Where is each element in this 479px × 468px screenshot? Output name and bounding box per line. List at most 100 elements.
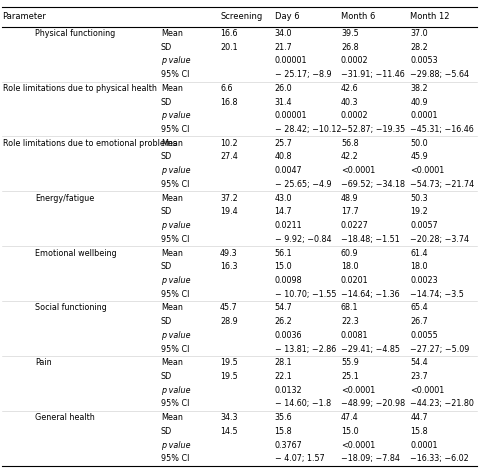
Text: 48.9: 48.9 xyxy=(341,194,359,203)
Text: 95% CI: 95% CI xyxy=(161,454,189,463)
Text: SD: SD xyxy=(161,372,172,381)
Text: p value: p value xyxy=(161,386,190,395)
Text: 6.6: 6.6 xyxy=(220,84,233,93)
Text: −20.28; −3.74: −20.28; −3.74 xyxy=(410,235,469,244)
Text: − 13.81; −2.86: − 13.81; −2.86 xyxy=(274,344,336,353)
Text: −18.48; −1.51: −18.48; −1.51 xyxy=(341,235,400,244)
Text: 35.6: 35.6 xyxy=(274,413,292,422)
Text: 55.9: 55.9 xyxy=(341,358,359,367)
Text: 14.7: 14.7 xyxy=(274,207,292,216)
Text: 10.2: 10.2 xyxy=(220,139,238,148)
Text: 43.0: 43.0 xyxy=(274,194,292,203)
Text: p value: p value xyxy=(161,331,190,340)
Text: Mean: Mean xyxy=(161,84,182,93)
Text: 49.3: 49.3 xyxy=(220,249,238,257)
Text: 45.7: 45.7 xyxy=(220,303,238,313)
Text: −18.09; −7.84: −18.09; −7.84 xyxy=(341,454,400,463)
Text: Day 6: Day 6 xyxy=(274,12,299,22)
Text: 0.0023: 0.0023 xyxy=(410,276,438,285)
Text: 34.3: 34.3 xyxy=(220,413,238,422)
Text: SD: SD xyxy=(161,43,172,52)
Text: 25.7: 25.7 xyxy=(274,139,293,148)
Text: Mean: Mean xyxy=(161,413,182,422)
Text: 0.0002: 0.0002 xyxy=(341,111,369,120)
Text: Role limitations due to physical health: Role limitations due to physical health xyxy=(3,84,157,93)
Text: − 14.60; −1.8: − 14.60; −1.8 xyxy=(274,399,331,409)
Text: Role limitations due to emotional problems: Role limitations due to emotional proble… xyxy=(3,139,177,148)
Text: 22.1: 22.1 xyxy=(274,372,292,381)
Text: 47.4: 47.4 xyxy=(341,413,359,422)
Text: − 28.42; −10.12: − 28.42; −10.12 xyxy=(274,125,341,134)
Text: General health: General health xyxy=(35,413,95,422)
Text: Energy/fatigue: Energy/fatigue xyxy=(35,194,94,203)
Text: 15.8: 15.8 xyxy=(274,427,292,436)
Text: − 10.70; −1.55: − 10.70; −1.55 xyxy=(274,290,336,299)
Text: − 25.65; −4.9: − 25.65; −4.9 xyxy=(274,180,331,189)
Text: −27.27; −5.09: −27.27; −5.09 xyxy=(410,344,469,353)
Text: 0.0055: 0.0055 xyxy=(410,331,438,340)
Text: 26.7: 26.7 xyxy=(410,317,428,326)
Text: −16.33; −6.02: −16.33; −6.02 xyxy=(410,454,469,463)
Text: 50.3: 50.3 xyxy=(410,194,428,203)
Text: 95% CI: 95% CI xyxy=(161,70,189,79)
Text: Pain: Pain xyxy=(35,358,52,367)
Text: 19.5: 19.5 xyxy=(220,358,238,367)
Text: 19.2: 19.2 xyxy=(410,207,428,216)
Text: 18.0: 18.0 xyxy=(410,262,428,271)
Text: 50.0: 50.0 xyxy=(410,139,428,148)
Text: 0.0227: 0.0227 xyxy=(341,221,369,230)
Text: 56.1: 56.1 xyxy=(274,249,292,257)
Text: Mean: Mean xyxy=(161,29,182,38)
Text: 17.7: 17.7 xyxy=(341,207,359,216)
Text: 54.7: 54.7 xyxy=(274,303,292,313)
Text: − 4.07; 1.57: − 4.07; 1.57 xyxy=(274,454,324,463)
Text: 25.1: 25.1 xyxy=(341,372,359,381)
Text: Mean: Mean xyxy=(161,194,182,203)
Text: p value: p value xyxy=(161,276,190,285)
Text: 28.9: 28.9 xyxy=(220,317,238,326)
Text: <0.0001: <0.0001 xyxy=(341,166,375,175)
Text: 0.0002: 0.0002 xyxy=(341,57,369,66)
Text: Emotional wellbeing: Emotional wellbeing xyxy=(35,249,116,257)
Text: Parameter: Parameter xyxy=(2,12,46,22)
Text: 61.4: 61.4 xyxy=(410,249,428,257)
Text: p value: p value xyxy=(161,111,190,120)
Text: Physical functioning: Physical functioning xyxy=(35,29,115,38)
Text: 18.0: 18.0 xyxy=(341,262,358,271)
Text: 28.2: 28.2 xyxy=(410,43,428,52)
Text: 95% CI: 95% CI xyxy=(161,399,189,409)
Text: 95% CI: 95% CI xyxy=(161,180,189,189)
Text: 0.0053: 0.0053 xyxy=(410,57,438,66)
Text: 45.9: 45.9 xyxy=(410,153,428,161)
Text: p value: p value xyxy=(161,221,190,230)
Text: −29.88; −5.64: −29.88; −5.64 xyxy=(410,70,469,79)
Text: Mean: Mean xyxy=(161,139,182,148)
Text: 22.3: 22.3 xyxy=(341,317,359,326)
Text: <0.0001: <0.0001 xyxy=(410,386,445,395)
Text: p value: p value xyxy=(161,440,190,450)
Text: SD: SD xyxy=(161,207,172,216)
Text: 26.8: 26.8 xyxy=(341,43,359,52)
Text: p value: p value xyxy=(161,166,190,175)
Text: 31.4: 31.4 xyxy=(274,98,292,107)
Text: 21.7: 21.7 xyxy=(274,43,292,52)
Text: Mean: Mean xyxy=(161,358,182,367)
Text: Month 12: Month 12 xyxy=(410,12,450,22)
Text: 19.4: 19.4 xyxy=(220,207,238,216)
Text: Month 6: Month 6 xyxy=(341,12,376,22)
Text: Mean: Mean xyxy=(161,249,182,257)
Text: 19.5: 19.5 xyxy=(220,372,238,381)
Text: 28.1: 28.1 xyxy=(274,358,292,367)
Text: p value: p value xyxy=(161,57,190,66)
Text: 39.5: 39.5 xyxy=(341,29,359,38)
Text: SD: SD xyxy=(161,153,172,161)
Text: −45.31; −16.46: −45.31; −16.46 xyxy=(410,125,474,134)
Text: <0.0001: <0.0001 xyxy=(410,166,445,175)
Text: −14.74; −3.5: −14.74; −3.5 xyxy=(410,290,464,299)
Text: 95% CI: 95% CI xyxy=(161,290,189,299)
Text: 15.0: 15.0 xyxy=(341,427,359,436)
Text: 95% CI: 95% CI xyxy=(161,125,189,134)
Text: 65.4: 65.4 xyxy=(410,303,428,313)
Text: 16.8: 16.8 xyxy=(220,98,238,107)
Text: 0.00001: 0.00001 xyxy=(274,57,307,66)
